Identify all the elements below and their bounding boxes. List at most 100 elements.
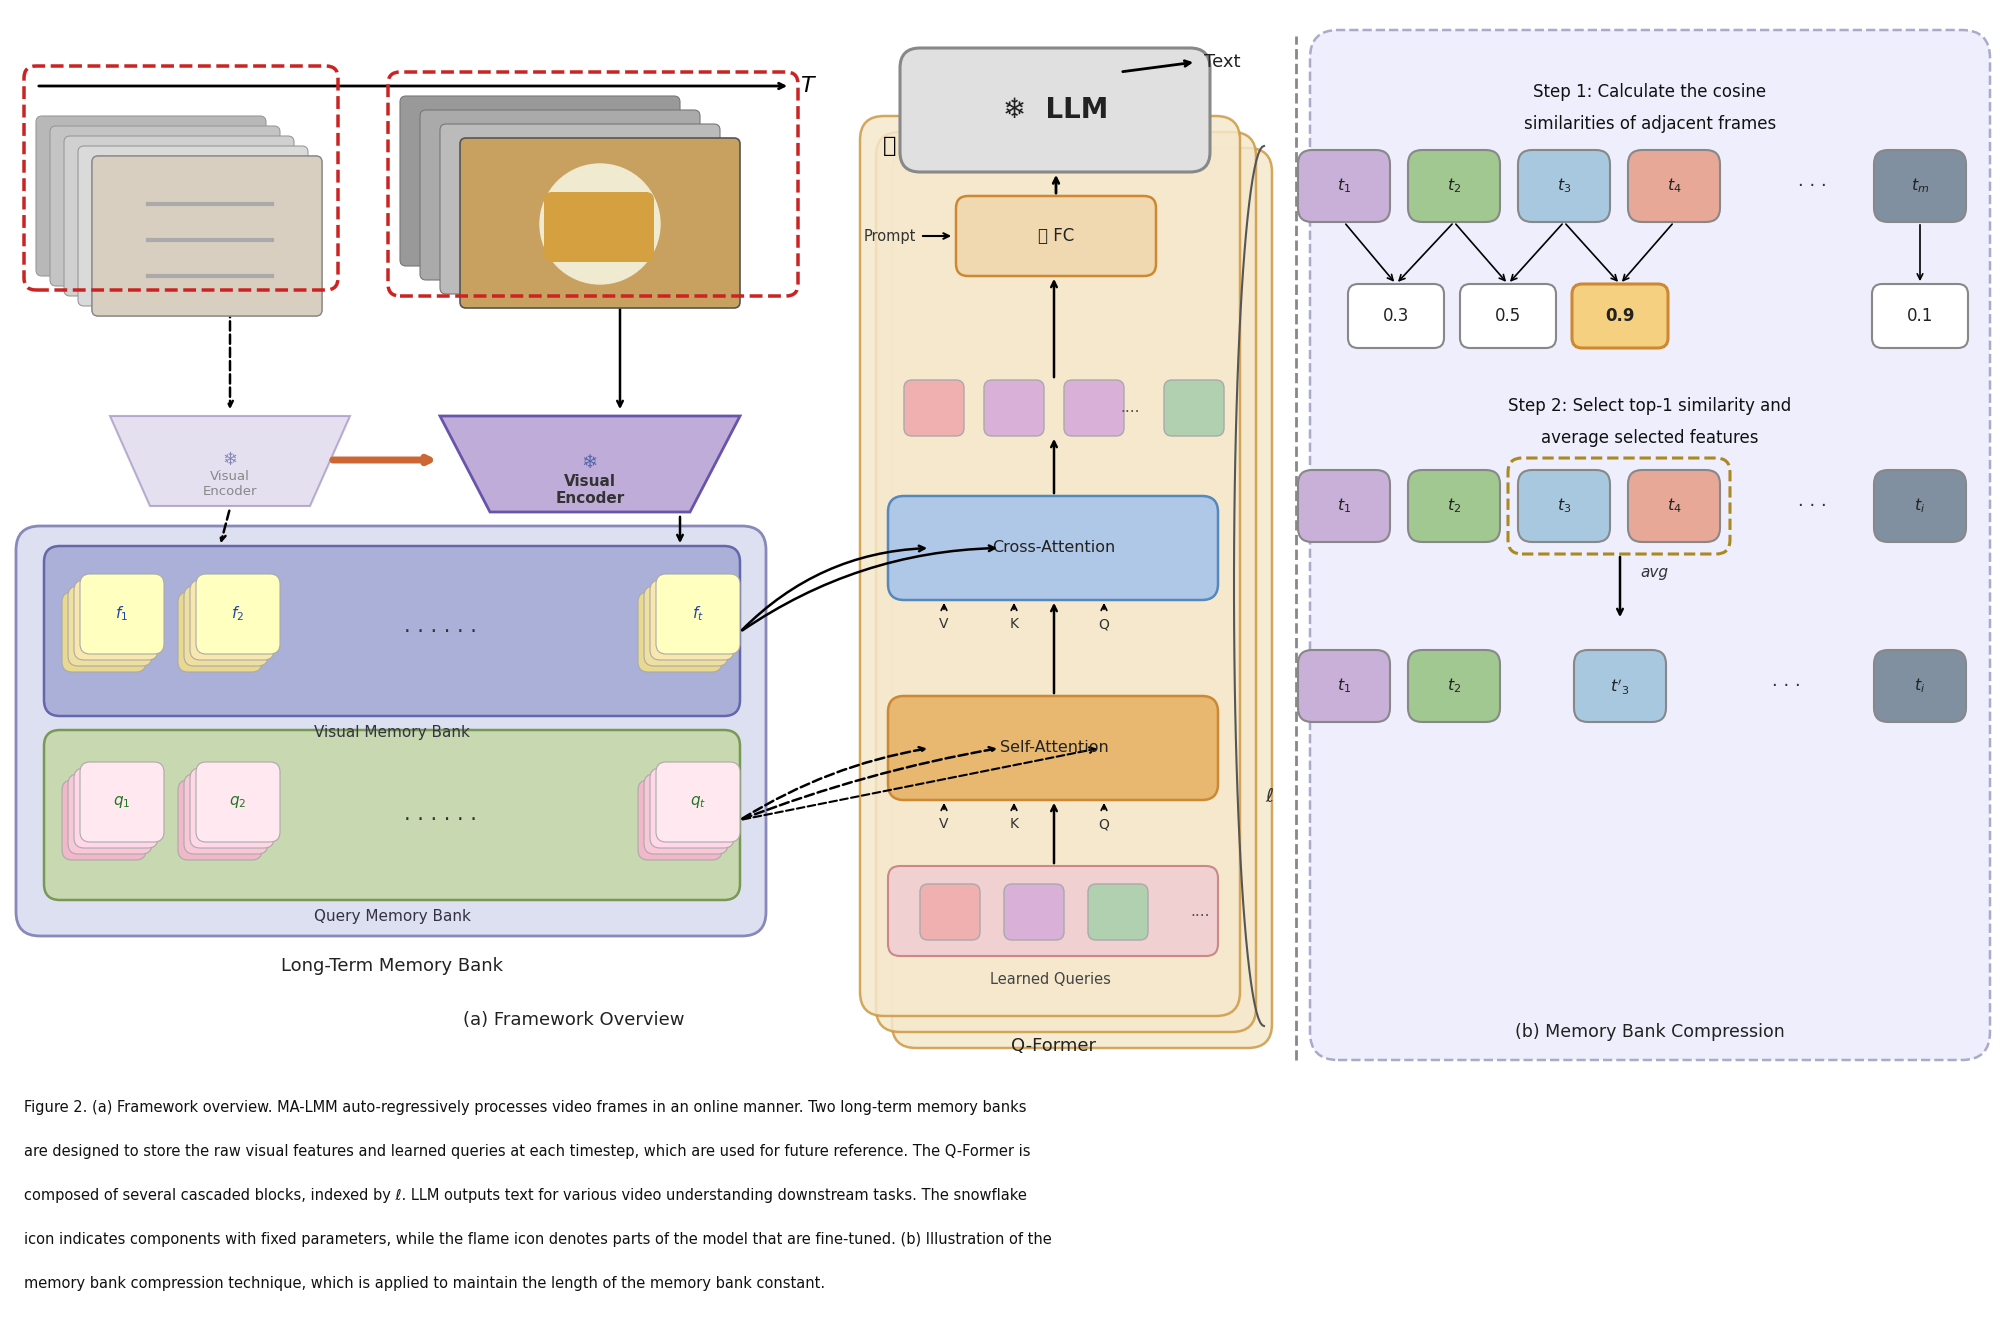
Text: $q_2$: $q_2$: [228, 794, 246, 810]
Text: ❄: ❄: [581, 453, 597, 472]
Text: $f_2$: $f_2$: [232, 605, 244, 624]
FancyBboxPatch shape: [441, 124, 719, 294]
Text: $t_2$: $t_2$: [1447, 676, 1461, 695]
Text: $t_3$: $t_3$: [1557, 176, 1571, 195]
Text: · · ·: · · ·: [1798, 176, 1826, 195]
FancyBboxPatch shape: [68, 587, 152, 667]
Text: $t_1$: $t_1$: [1337, 676, 1351, 695]
FancyBboxPatch shape: [196, 574, 281, 655]
FancyBboxPatch shape: [1571, 285, 1667, 347]
FancyBboxPatch shape: [1164, 379, 1224, 436]
FancyBboxPatch shape: [1874, 651, 1966, 721]
FancyBboxPatch shape: [643, 774, 727, 854]
Text: $t_m$: $t_m$: [1912, 176, 1930, 195]
Text: ❄  LLM: ❄ LLM: [1004, 96, 1108, 124]
FancyBboxPatch shape: [184, 774, 269, 854]
FancyBboxPatch shape: [64, 136, 295, 297]
FancyBboxPatch shape: [1627, 470, 1719, 542]
Text: ....: ....: [1190, 904, 1210, 919]
FancyBboxPatch shape: [32, 740, 727, 910]
FancyBboxPatch shape: [78, 146, 309, 306]
FancyBboxPatch shape: [920, 884, 980, 941]
Text: $t_2$: $t_2$: [1447, 497, 1461, 516]
FancyBboxPatch shape: [62, 592, 146, 672]
Text: 🔥 FC: 🔥 FC: [1038, 227, 1074, 244]
Text: 0.3: 0.3: [1383, 307, 1409, 325]
FancyBboxPatch shape: [50, 126, 281, 286]
Text: V: V: [940, 617, 948, 631]
FancyBboxPatch shape: [643, 587, 727, 667]
Text: $t_2$: $t_2$: [1447, 176, 1461, 195]
Text: K: K: [1010, 617, 1018, 631]
Polygon shape: [110, 415, 351, 506]
FancyBboxPatch shape: [92, 156, 323, 317]
FancyBboxPatch shape: [1409, 470, 1501, 542]
Text: Cross-Attention: Cross-Attention: [992, 541, 1116, 556]
FancyBboxPatch shape: [1299, 651, 1391, 721]
Text: $t_1$: $t_1$: [1337, 497, 1351, 516]
FancyBboxPatch shape: [92, 156, 323, 317]
FancyBboxPatch shape: [62, 780, 146, 860]
Text: · · ·: · · ·: [1772, 677, 1800, 695]
Text: 0.5: 0.5: [1495, 307, 1521, 325]
Text: Step 1: Calculate the cosine: Step 1: Calculate the cosine: [1533, 83, 1768, 102]
FancyBboxPatch shape: [655, 574, 739, 655]
FancyBboxPatch shape: [1088, 884, 1148, 941]
Text: $f_t$: $f_t$: [691, 605, 703, 624]
FancyBboxPatch shape: [1004, 884, 1064, 941]
FancyBboxPatch shape: [1299, 470, 1391, 542]
Text: 0.1: 0.1: [1908, 307, 1934, 325]
FancyBboxPatch shape: [74, 580, 158, 660]
FancyBboxPatch shape: [655, 762, 739, 842]
FancyBboxPatch shape: [888, 496, 1218, 600]
Polygon shape: [441, 415, 739, 512]
FancyBboxPatch shape: [1627, 150, 1719, 222]
FancyBboxPatch shape: [904, 379, 964, 436]
FancyBboxPatch shape: [892, 148, 1273, 1047]
Text: average selected features: average selected features: [1541, 429, 1760, 448]
FancyBboxPatch shape: [80, 762, 164, 842]
Text: $t_i$: $t_i$: [1914, 676, 1926, 695]
FancyBboxPatch shape: [1517, 470, 1609, 542]
FancyBboxPatch shape: [190, 768, 275, 848]
FancyBboxPatch shape: [1874, 470, 1966, 542]
FancyBboxPatch shape: [637, 592, 721, 672]
Text: $q_1$: $q_1$: [114, 794, 130, 810]
Text: Self-Attention: Self-Attention: [1000, 740, 1108, 755]
Text: Text: Text: [1204, 53, 1240, 71]
Text: memory bank compression technique, which is applied to maintain the length of th: memory bank compression technique, which…: [24, 1276, 826, 1291]
FancyBboxPatch shape: [956, 196, 1156, 277]
FancyBboxPatch shape: [196, 762, 281, 842]
Text: V: V: [940, 818, 948, 831]
FancyBboxPatch shape: [1299, 150, 1391, 222]
FancyBboxPatch shape: [543, 192, 653, 262]
FancyBboxPatch shape: [44, 546, 739, 716]
Text: Q: Q: [1098, 617, 1110, 631]
FancyBboxPatch shape: [888, 866, 1218, 957]
Text: Visual
Encoder: Visual Encoder: [202, 470, 257, 498]
Text: Visual
Encoder: Visual Encoder: [555, 474, 625, 506]
FancyBboxPatch shape: [178, 592, 263, 672]
FancyBboxPatch shape: [68, 774, 152, 854]
Text: $q_t$: $q_t$: [689, 794, 705, 810]
Text: (a) Framework Overview: (a) Framework Overview: [463, 1011, 685, 1029]
Text: Learned Queries: Learned Queries: [990, 973, 1110, 987]
Text: Query Memory Bank: Query Memory Bank: [313, 908, 471, 923]
Text: similarities of adjacent frames: similarities of adjacent frames: [1523, 115, 1776, 134]
Text: $t_3$: $t_3$: [1557, 497, 1571, 516]
FancyBboxPatch shape: [900, 48, 1210, 172]
Text: $\ell$: $\ell$: [1265, 787, 1275, 806]
FancyBboxPatch shape: [1311, 29, 1990, 1059]
Circle shape: [539, 164, 659, 285]
FancyBboxPatch shape: [649, 580, 733, 660]
FancyBboxPatch shape: [1409, 150, 1501, 222]
FancyBboxPatch shape: [24, 745, 719, 916]
Text: $t_4$: $t_4$: [1667, 497, 1681, 516]
Text: Step 2: Select top-1 similarity and: Step 2: Select top-1 similarity and: [1509, 397, 1792, 415]
FancyBboxPatch shape: [1573, 651, 1665, 721]
FancyBboxPatch shape: [860, 116, 1240, 1015]
Text: Long-Term Memory Bank: Long-Term Memory Bank: [281, 957, 503, 975]
FancyBboxPatch shape: [80, 574, 164, 655]
FancyBboxPatch shape: [16, 526, 766, 937]
FancyBboxPatch shape: [190, 580, 275, 660]
